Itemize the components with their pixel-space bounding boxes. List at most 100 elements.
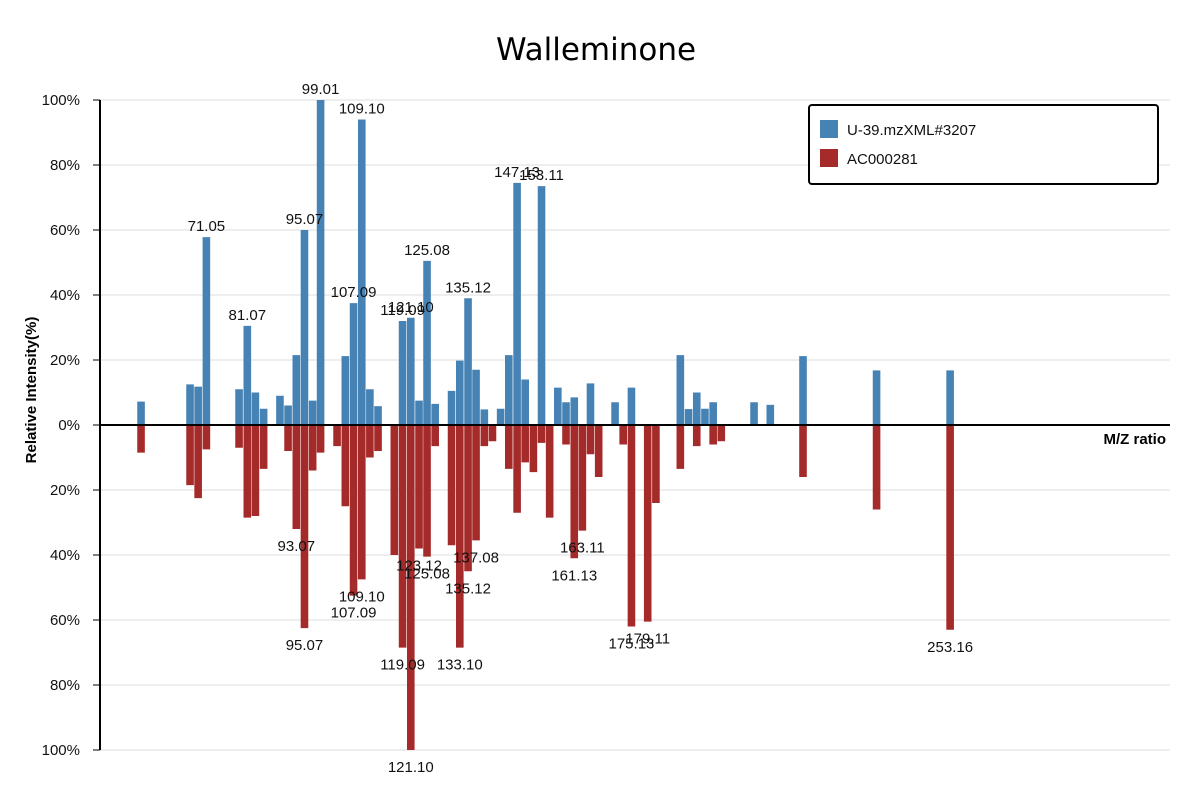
peak-bar-reference	[202, 425, 211, 450]
peak-label: 153.11	[519, 167, 564, 184]
peak-label: 161.13	[551, 567, 597, 584]
peak-bar-query	[259, 408, 268, 425]
peak-bar-reference	[480, 425, 489, 447]
peak-bar-reference	[717, 425, 726, 442]
peak-bar-query	[521, 379, 529, 425]
peak-bar-reference	[308, 425, 317, 471]
peak-label: 135.12	[445, 580, 491, 597]
y-tick-label: 40%	[50, 287, 80, 304]
peak-bar-reference	[456, 425, 464, 648]
peak-bar-query	[341, 356, 350, 425]
peak-label: 95.07	[286, 637, 324, 654]
y-tick-label: 40%	[50, 547, 80, 564]
peak-bar-reference	[709, 425, 717, 445]
peak-bar-reference	[562, 425, 570, 445]
peak-bar-query	[406, 317, 415, 425]
bar-layer	[137, 100, 954, 750]
peak-bar-query	[570, 397, 579, 426]
peak-bar-reference	[570, 425, 579, 559]
peak-bar-query	[496, 408, 505, 425]
peak-bar-reference	[251, 425, 260, 516]
y-tick-label: 60%	[50, 222, 80, 239]
peak-bar-query	[766, 404, 775, 425]
peak-label: 81.07	[229, 307, 267, 324]
peak-label: 163.11	[560, 540, 605, 557]
peak-bar-reference	[300, 425, 309, 629]
peak-bar-reference	[578, 425, 587, 531]
peak-bar-reference	[423, 425, 431, 557]
peak-bar-query	[415, 400, 423, 426]
peak-bar-reference	[333, 425, 341, 447]
peak-bar-query	[946, 370, 954, 425]
peak-label: 133.10	[437, 657, 483, 674]
peak-bar-reference	[349, 425, 358, 596]
y-tick-label: 100%	[42, 92, 80, 109]
peak-bar-reference	[627, 425, 636, 627]
peak-bar-reference	[464, 425, 472, 572]
peak-bar-reference	[872, 425, 881, 510]
y-axis-label: Relative Intensity(%)	[23, 317, 40, 464]
peak-bar-query	[447, 390, 456, 426]
peak-bar-reference	[235, 425, 243, 448]
peak-bar-reference	[186, 425, 194, 486]
peak-bar-reference	[292, 425, 301, 529]
peak-bar-query	[316, 100, 325, 425]
peak-bar-reference	[374, 425, 382, 451]
peak-label: 123.12	[396, 558, 442, 575]
peak-bar-query	[562, 402, 570, 425]
peak-label: 121.10	[388, 299, 434, 316]
legend: U-39.mzXML#3207 AC000281	[808, 104, 1159, 185]
peak-bar-query	[554, 387, 562, 426]
peak-label: 179.11	[625, 631, 670, 648]
peak-bar-query	[750, 402, 758, 425]
peak-label: 135.12	[445, 279, 491, 296]
peak-bar-query	[611, 402, 619, 425]
peak-bar-reference	[137, 425, 145, 453]
peak-bar-reference	[316, 425, 325, 453]
peak-bar-query	[872, 370, 881, 425]
y-tick-label: 80%	[50, 157, 80, 174]
peak-bar-query	[472, 369, 480, 425]
y-tick-label: 20%	[50, 482, 80, 499]
peak-label: 253.16	[927, 639, 973, 656]
legend-box	[808, 104, 1159, 185]
peak-bar-reference	[505, 425, 513, 469]
peak-bar-reference	[259, 425, 268, 469]
peak-bar-query	[186, 384, 194, 426]
y-tick-label: 60%	[50, 612, 80, 629]
peak-bar-query	[349, 303, 358, 426]
peak-label: 109.10	[339, 588, 385, 605]
peak-label: 121.10	[388, 759, 434, 776]
peak-bar-query	[676, 355, 685, 426]
peak-bar-query	[202, 237, 211, 425]
peak-bar-query	[284, 405, 292, 425]
peak-label: 119.09	[380, 302, 425, 319]
peak-bar-query	[505, 355, 513, 426]
peak-label: 109.10	[339, 101, 385, 118]
chart-title: Walleminone	[496, 32, 696, 68]
peak-bar-reference	[586, 425, 595, 455]
peak-bar-query	[251, 392, 260, 425]
peak-bar-reference	[692, 425, 701, 447]
peak-bar-query	[357, 119, 366, 425]
peak-bar-query	[586, 383, 595, 425]
peak-bar-query	[276, 395, 284, 425]
peak-bar-query	[480, 409, 489, 425]
y-tick-label: 0%	[58, 417, 80, 434]
peak-label: 95.07	[286, 211, 324, 228]
peak-bar-query	[513, 182, 521, 426]
peak-bar-reference	[643, 425, 652, 622]
peak-bar-query	[194, 386, 202, 425]
peak-label: 125.08	[404, 566, 450, 583]
x-axis-label: M/Z ratio	[1104, 431, 1167, 448]
peak-label: 71.05	[188, 218, 226, 235]
peak-label: 175.13	[609, 636, 655, 653]
y-tick-label: 20%	[50, 352, 80, 369]
y-tick-label: 80%	[50, 677, 80, 694]
peak-bar-query	[137, 401, 145, 425]
peak-label: 119.09	[380, 657, 425, 674]
legend-label-series-1: U-39.mzXML#3207	[847, 122, 976, 139]
peak-bar-reference	[513, 425, 521, 513]
peak-bar-query	[701, 408, 709, 425]
